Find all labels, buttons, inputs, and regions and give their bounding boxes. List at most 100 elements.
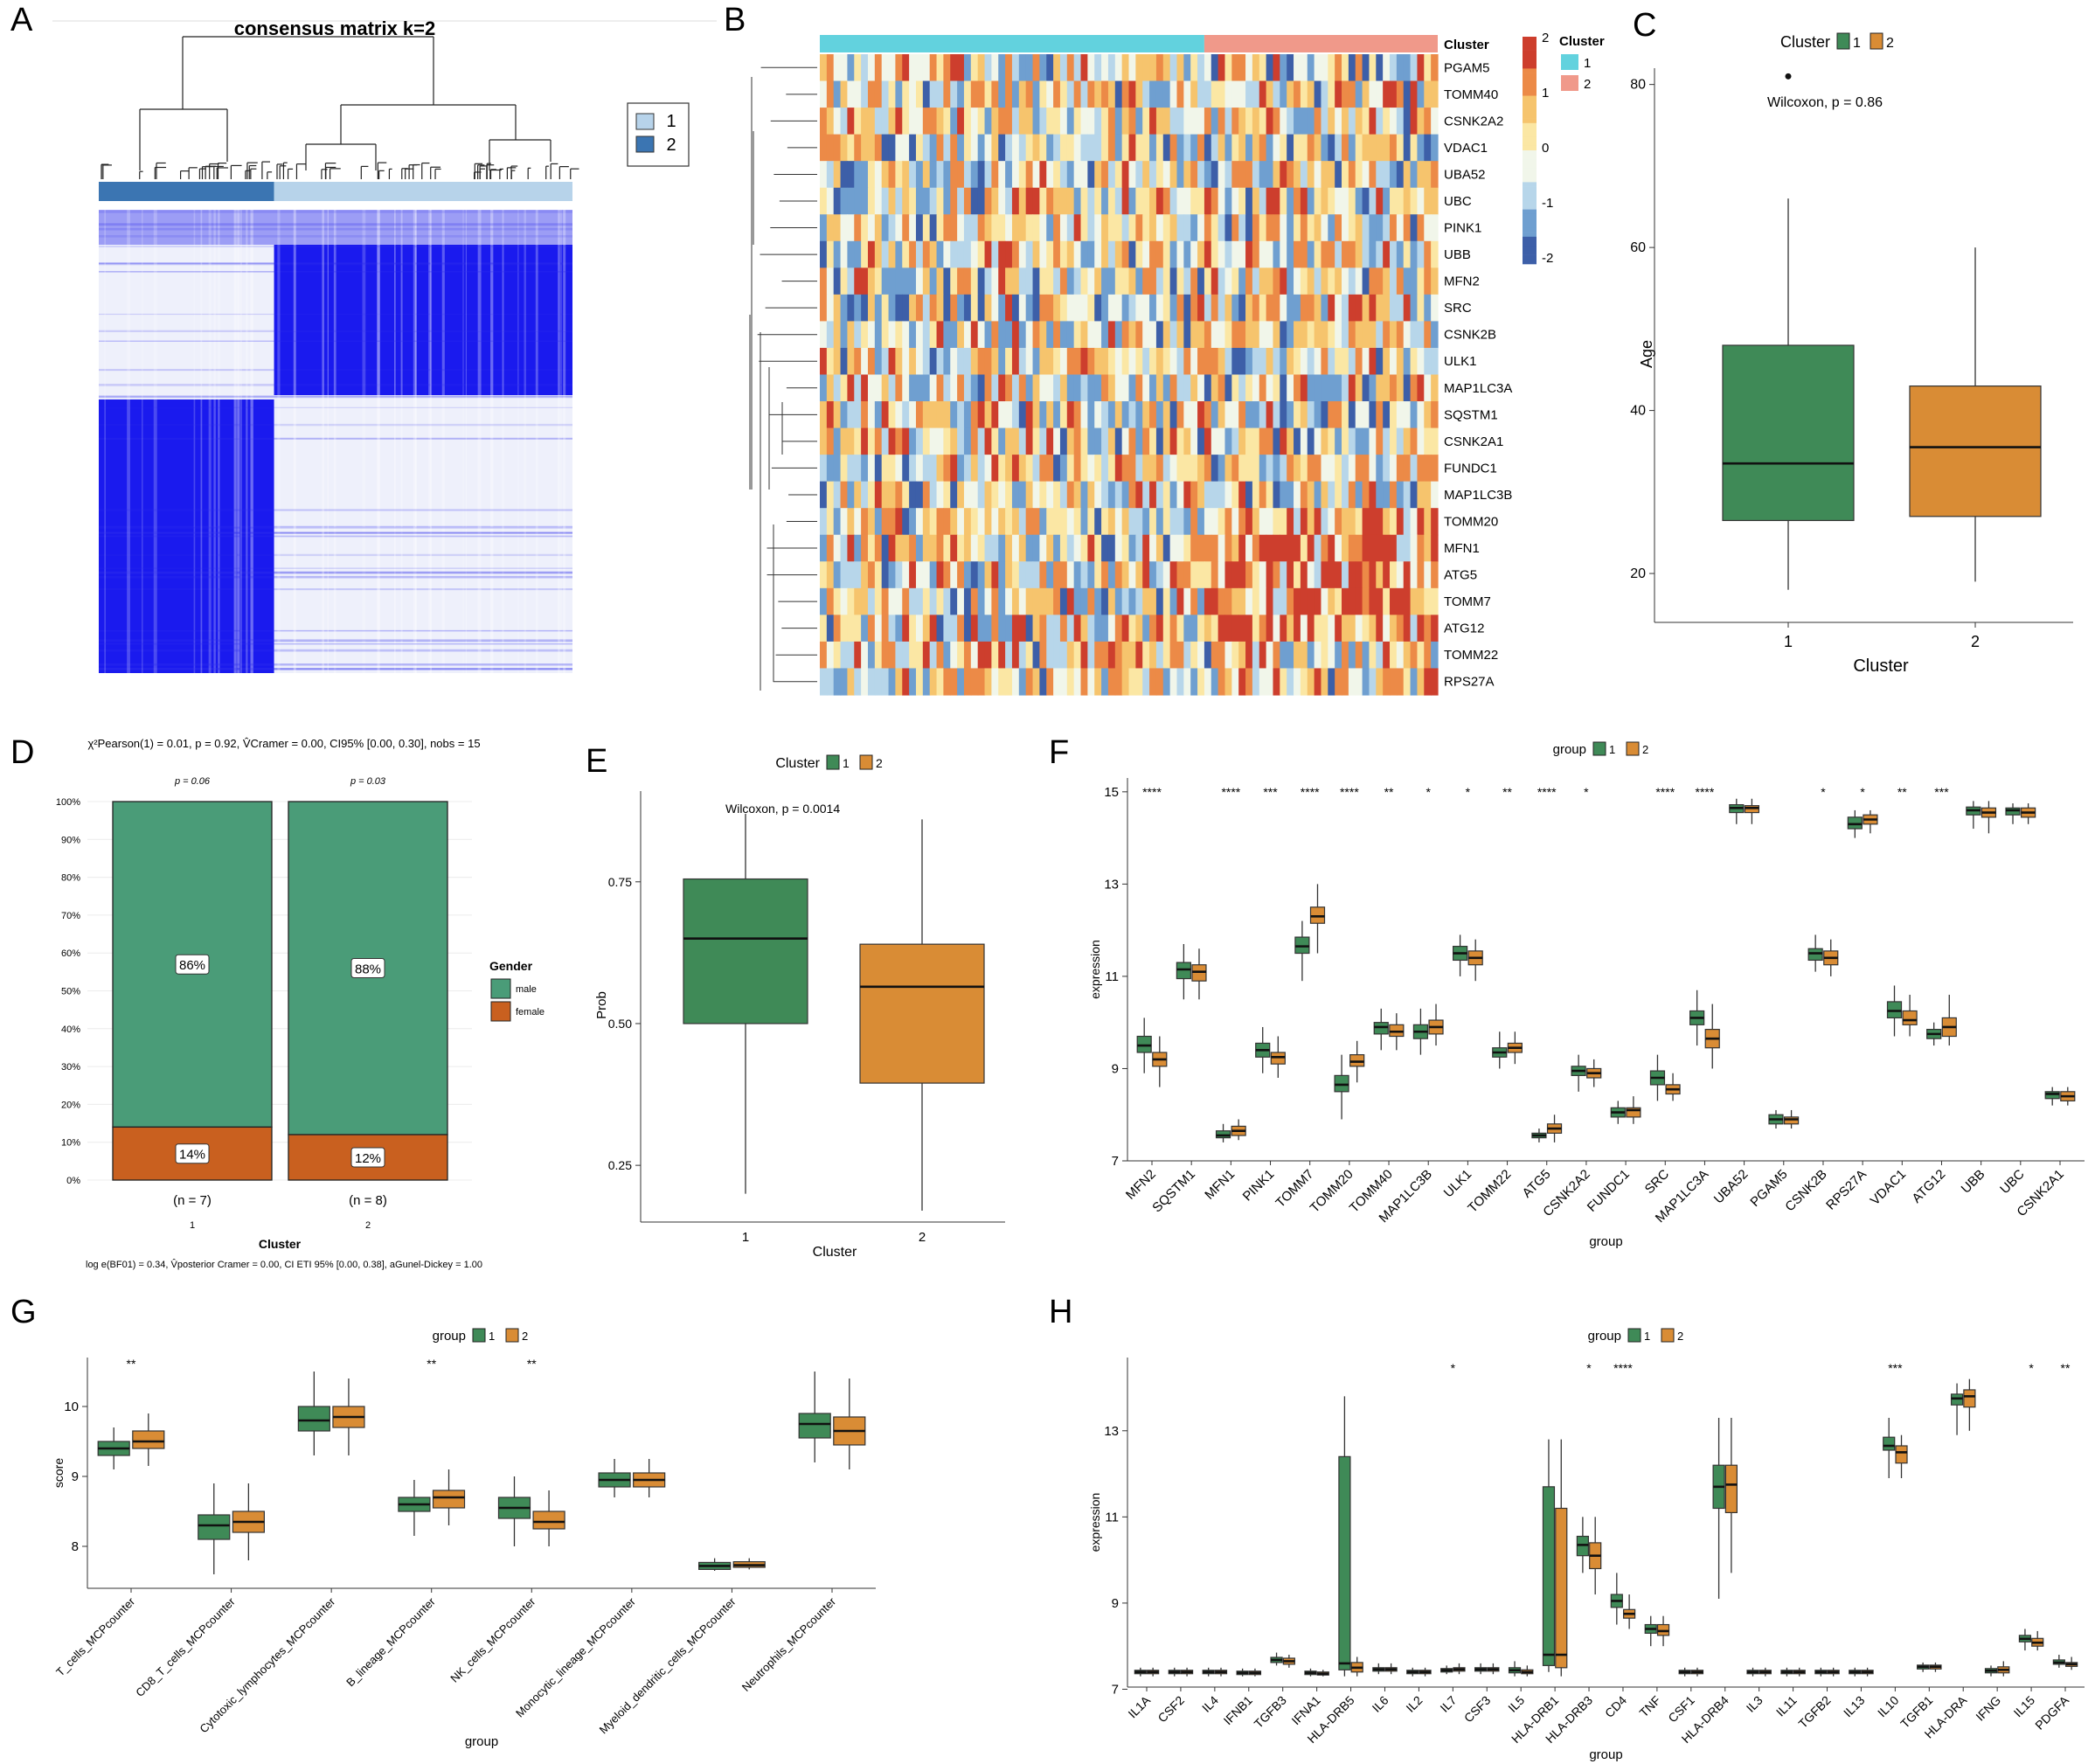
heatmap-cell xyxy=(1245,187,1253,215)
heatmap-cell xyxy=(998,321,1006,349)
heatmap-cell xyxy=(1087,401,1095,429)
heatmap-cell xyxy=(1087,561,1095,589)
heatmap-cell xyxy=(1032,267,1040,295)
heatmap-cell xyxy=(820,561,828,589)
heatmap-cell xyxy=(1018,455,1027,483)
heatmap-cell xyxy=(1080,481,1088,509)
heatmap-cell xyxy=(1217,267,1226,295)
heatmap-cell xyxy=(1362,347,1370,376)
heatmap-cell xyxy=(1417,561,1425,589)
heatmap-cell xyxy=(1342,401,1349,429)
heatmap-cell xyxy=(1348,214,1356,242)
heatmap-cell xyxy=(1211,161,1219,189)
heatmap-cell xyxy=(991,401,999,429)
heatmap-cell xyxy=(1149,240,1157,268)
heatmap-cell xyxy=(1032,401,1040,429)
heatmap-cell xyxy=(1107,668,1116,696)
heatmap-cell xyxy=(1005,321,1013,349)
heatmap-cell xyxy=(1231,455,1239,483)
gene-label: MFN2 xyxy=(1444,274,1480,289)
heatmap-cell xyxy=(833,187,842,215)
heatmap-cell xyxy=(1073,401,1082,429)
heatmap-cell xyxy=(1121,54,1130,82)
heatmap-cell xyxy=(922,455,931,483)
heatmap-cell xyxy=(1307,668,1315,696)
heatmap-cell xyxy=(1162,587,1171,615)
heatmap-cell xyxy=(1369,214,1377,242)
heatmap-cell xyxy=(1046,668,1054,696)
heatmap-cell xyxy=(1101,240,1109,268)
heatmap-cell xyxy=(1121,374,1130,402)
heatmap-cell xyxy=(957,240,965,268)
y-tick-label: 70% xyxy=(61,911,80,921)
heatmap-cell xyxy=(861,508,869,536)
heatmap-cell xyxy=(1073,321,1082,349)
heatmap-cell xyxy=(1348,481,1356,509)
heatmap-cell xyxy=(1417,294,1425,323)
heatmap-cell xyxy=(1294,134,1301,162)
heatmap-cell xyxy=(909,80,917,108)
heatmap-cell xyxy=(1073,615,1082,642)
heatmap-cell xyxy=(867,455,876,483)
heatmap-cell xyxy=(1142,321,1150,349)
heatmap-cell xyxy=(1011,347,1020,376)
heatmap-cell xyxy=(1039,54,1047,82)
box-TNF-group1 xyxy=(1644,1615,1657,1647)
heatmap-cell xyxy=(1204,161,1212,189)
heatmap-cell xyxy=(977,641,986,670)
heatmap-cell xyxy=(1307,587,1315,615)
heatmap-cell xyxy=(957,347,965,376)
heatmap-cell xyxy=(1039,347,1047,376)
heatmap-cell xyxy=(909,54,917,82)
heatmap-cell xyxy=(1190,267,1198,295)
heatmap-cell xyxy=(922,134,931,162)
heatmap-cell xyxy=(1273,534,1280,562)
heatmap-cell xyxy=(998,641,1006,670)
heatmap-cell xyxy=(1287,481,1294,509)
heatmap-cell xyxy=(1342,187,1349,215)
box-IL5-group1 xyxy=(1508,1661,1522,1677)
panel-letter-h: H xyxy=(1049,1294,1073,1330)
heatmap-cell xyxy=(1369,240,1377,268)
color-scale-step xyxy=(1523,259,1537,265)
cluster-annotation-1 xyxy=(820,35,1204,52)
heatmap-cell xyxy=(826,668,835,696)
heatmap-cell xyxy=(936,427,944,455)
heatmap-cell xyxy=(1211,455,1219,483)
heatmap-cell xyxy=(1135,668,1143,696)
heatmap-cell xyxy=(1101,455,1109,483)
box-IL2-group1 xyxy=(1406,1667,1419,1677)
heatmap-cell xyxy=(1149,134,1157,162)
heatmap-cell xyxy=(950,668,958,696)
heatmap-cell xyxy=(1094,374,1102,402)
heatmap-cell xyxy=(1066,427,1075,455)
color-scale: 210-1-2 xyxy=(1523,31,1553,266)
heatmap-cell xyxy=(936,321,944,349)
heatmap-cell xyxy=(936,187,944,215)
heatmap-cell xyxy=(895,455,903,483)
heatmap-cell xyxy=(1224,321,1232,349)
heatmap-cell xyxy=(1410,641,1419,670)
heatmap-cell xyxy=(1066,534,1075,562)
heatmap-cell xyxy=(991,615,999,642)
heatmap-cell xyxy=(1328,54,1335,82)
heatmap-cell xyxy=(1101,587,1109,615)
significance-marker: * xyxy=(1586,1361,1592,1375)
box-PINK1-group2 xyxy=(1270,1036,1286,1079)
box-CSNK2A2-group1 xyxy=(1571,1054,1586,1092)
heatmap-cell xyxy=(1431,481,1439,509)
heatmap-cell xyxy=(826,481,835,509)
heatmap-cell xyxy=(1300,108,1308,135)
box-TGFB1-group1 xyxy=(1917,1662,1930,1672)
heatmap-cell xyxy=(977,587,986,615)
heatmap-cell xyxy=(1431,534,1439,562)
heatmap-cell xyxy=(1403,615,1412,642)
heatmap-cell xyxy=(1355,80,1363,108)
box-body xyxy=(1309,906,1326,924)
y-tick-label: 20 xyxy=(1630,566,1646,581)
heatmap-cell xyxy=(1197,161,1205,189)
box-UBA52-group2 xyxy=(1744,798,1760,824)
heatmap-cell xyxy=(1162,561,1171,589)
heatmap-cell xyxy=(1348,561,1356,589)
heatmap-cell xyxy=(963,561,972,589)
